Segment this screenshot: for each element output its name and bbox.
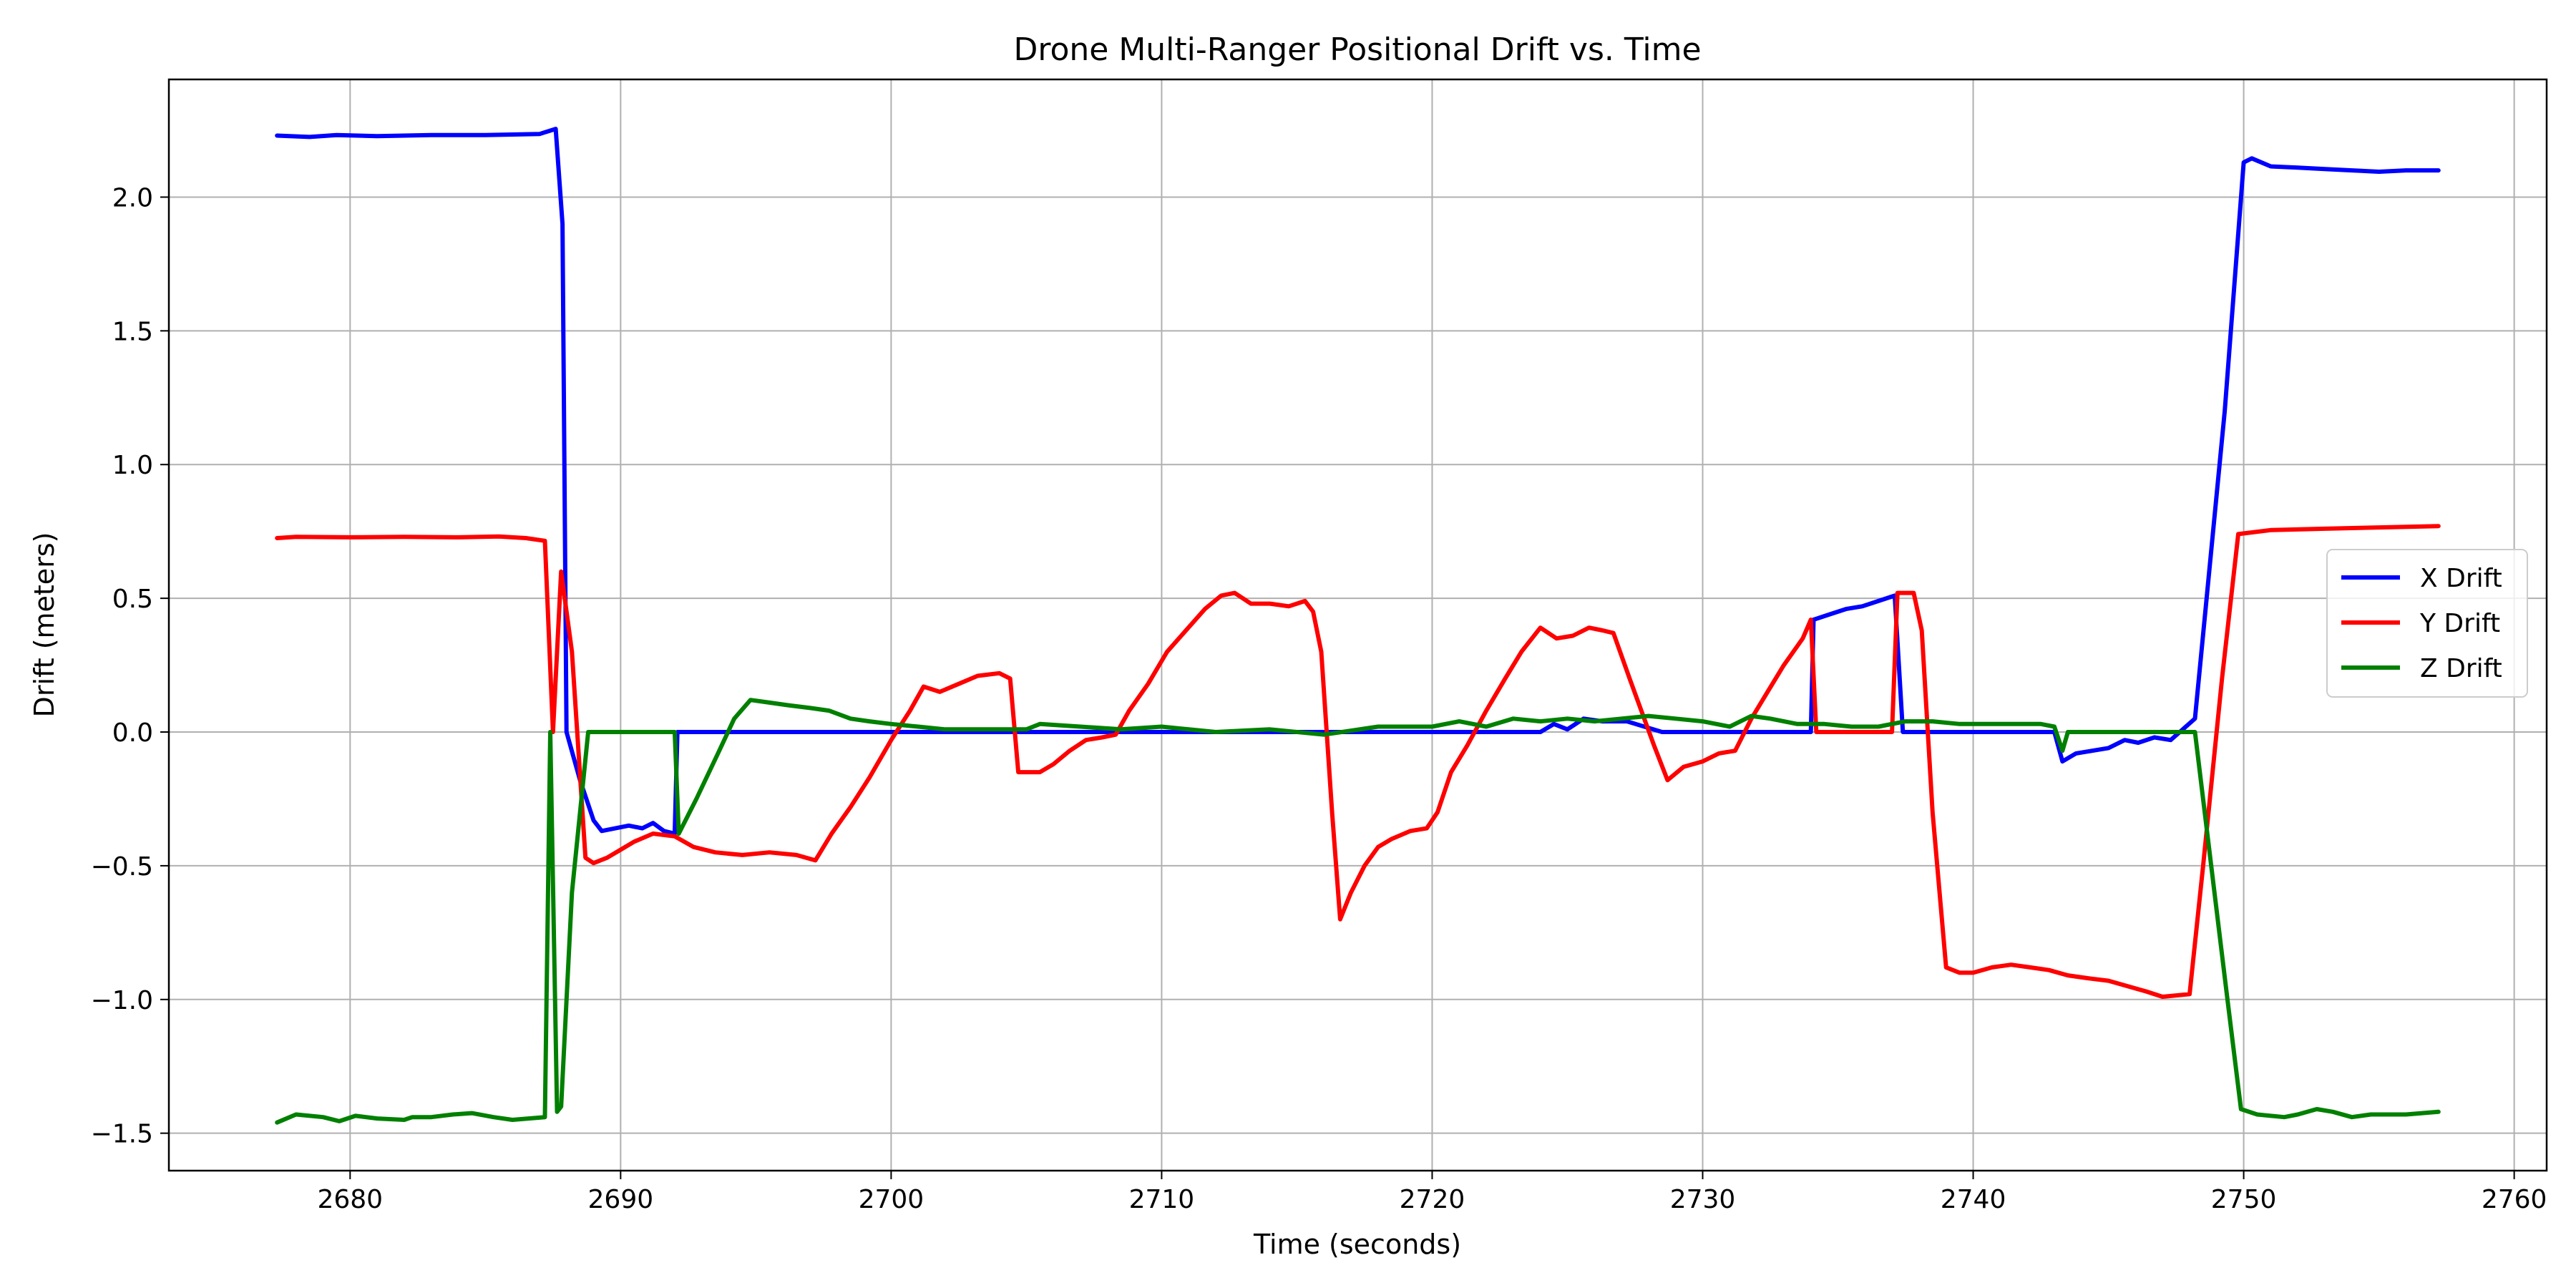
x-axis-label: Time (seconds) [1253,1229,1461,1260]
series-line-3 [275,698,2441,1125]
legend: X Drift Y Drift Z Drift [2326,549,2528,698]
x-tick-label: 2700 [859,1185,924,1214]
x-tick-label: 2760 [2482,1185,2547,1214]
x-tick-label: 2740 [1941,1185,2006,1214]
plot-series [275,127,2441,1125]
y-tick-label: −1.5 [91,1120,153,1149]
plot-frame [167,78,2548,1172]
x-tick-label: 2680 [317,1185,383,1214]
x-tick-label: 2720 [1400,1185,1465,1214]
y-tick-label: 0.5 [112,585,153,614]
y-tick-label: 1.5 [112,317,153,346]
x-tick-label: 2730 [1670,1185,1736,1214]
x-axis-ticks: 2680 2690 2700 2710 2720 2730 2740 2750 2760 [317,1171,2547,1214]
x-tick-label: 2750 [2211,1185,2277,1214]
series-line-2 [275,524,2441,999]
legend-label: Y Drift [2419,609,2500,638]
series-line-1 [275,127,2441,836]
legend-label: Z Drift [2420,654,2502,683]
y-tick-label: −0.5 [91,852,153,882]
y-axis-ticks: −1.5 −1.0 −0.5 0.0 0.5 1.0 1.5 2.0 [91,183,169,1149]
y-axis-label: Drift (meters) [29,532,60,718]
y-tick-label: 0.0 [112,718,153,748]
y-tick-label: −1.0 [91,986,153,1015]
legend-label: X Drift [2420,564,2502,593]
legend-box [2326,549,2528,698]
x-tick-label: 2710 [1129,1185,1195,1214]
chart-title: Drone Multi-Ranger Positional Drift vs. … [1013,31,1701,68]
y-tick-label: 2.0 [112,183,153,213]
y-tick-label: 1.0 [112,451,153,480]
x-tick-label: 2690 [588,1185,654,1214]
